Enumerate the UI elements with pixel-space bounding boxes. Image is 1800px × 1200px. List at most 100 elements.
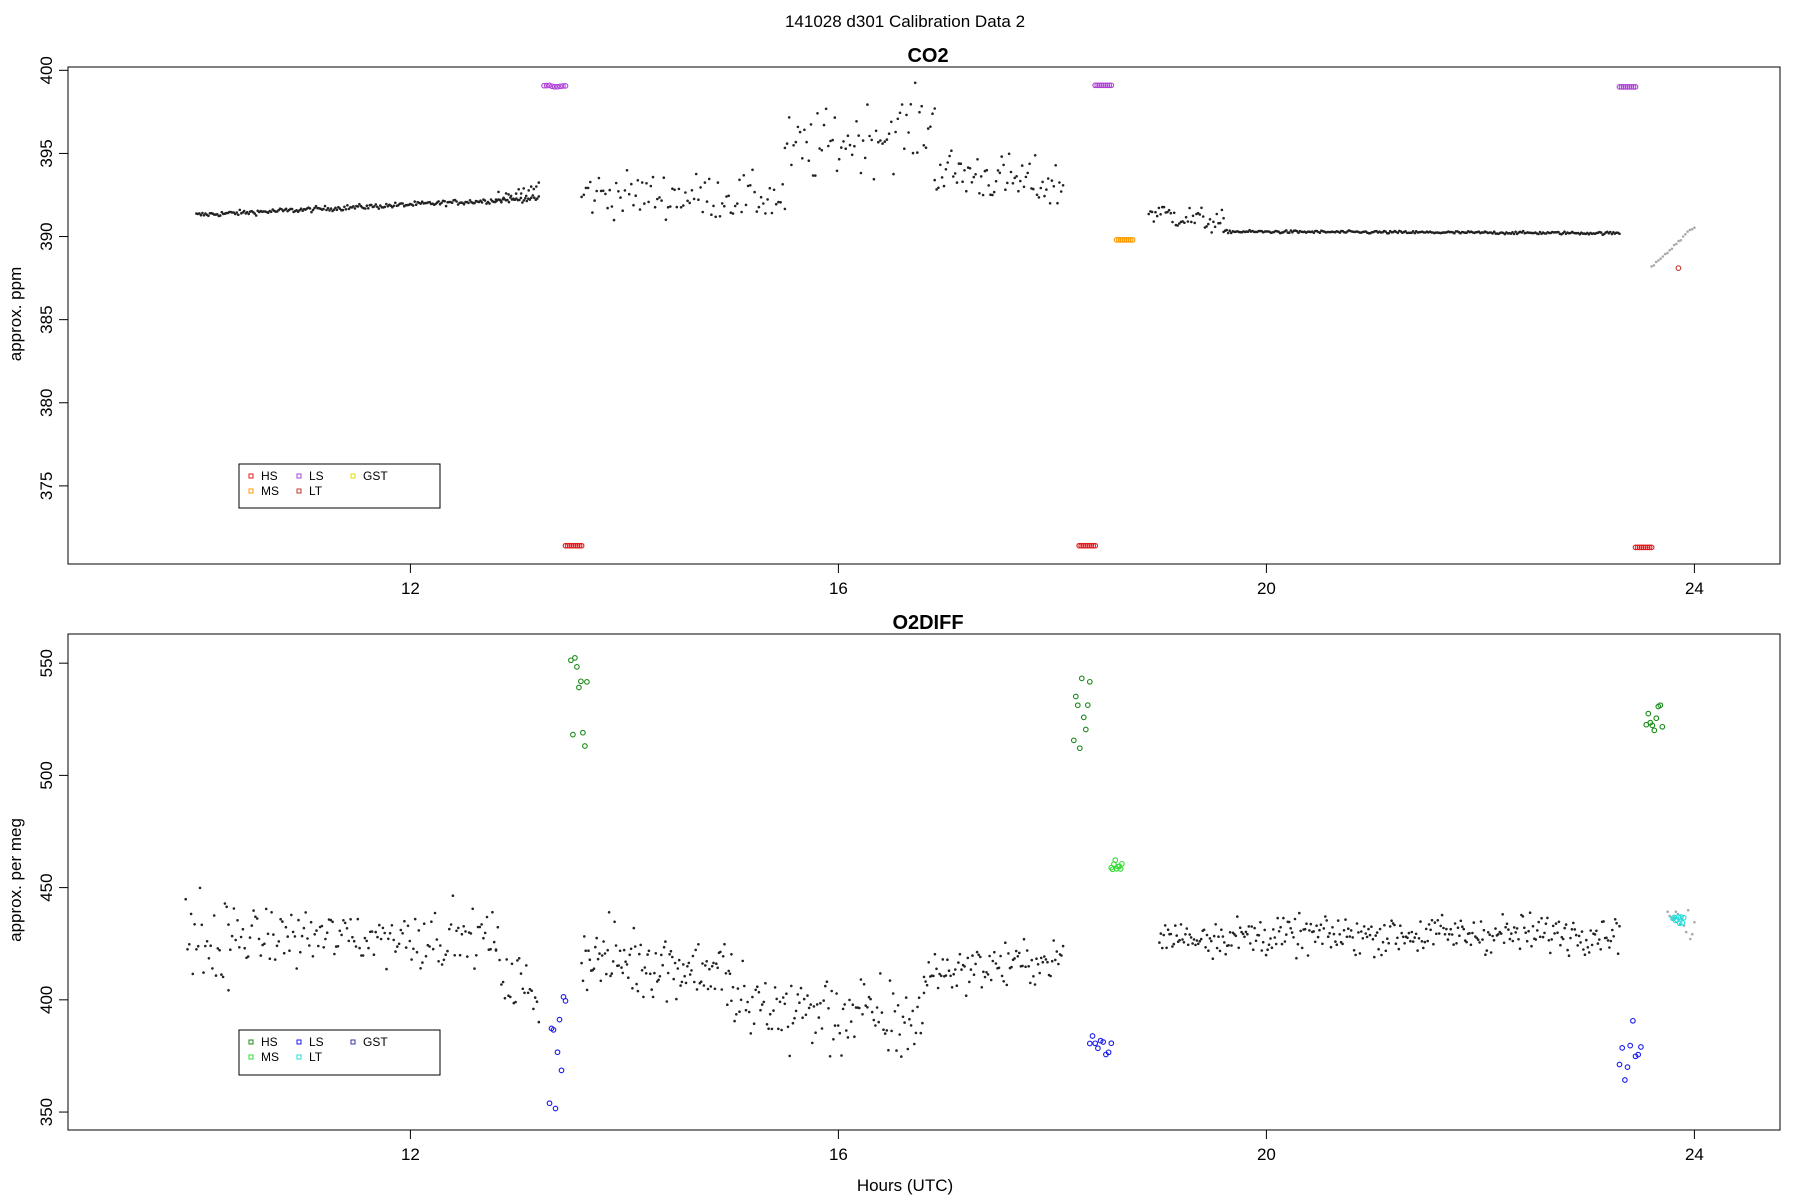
- o2diff-ambient-point: [1570, 928, 1574, 931]
- co2-ambient-point: [716, 181, 720, 184]
- o2diff-cal-point-hs: [582, 743, 588, 749]
- o2diff-ambient-point: [1161, 946, 1164, 950]
- co2-ambient-point: [1155, 214, 1159, 218]
- co2-ambient-point: [1599, 231, 1603, 234]
- co2-ambient-point: [358, 202, 361, 206]
- o2diff-ambient-point: [340, 933, 343, 937]
- co2-ambient-point: [532, 187, 536, 191]
- o2diff-ambient-point: [1022, 937, 1026, 941]
- o2diff-ambient-point: [1572, 921, 1575, 925]
- co2-ambient-point: [528, 198, 532, 201]
- o2diff-ambient-point: [1437, 932, 1441, 935]
- o2diff-ambient-point: [972, 973, 976, 976]
- co2-ambient-point: [479, 199, 482, 202]
- o2diff-ambient-point: [1244, 930, 1248, 934]
- o2diff-ambient-point: [1424, 927, 1428, 931]
- co2-ambient-point: [1159, 213, 1162, 216]
- o2diff-ambient-point: [653, 971, 656, 975]
- co2-ambient-point: [634, 194, 637, 197]
- co2-plot-frame: [67, 66, 1781, 565]
- co2-ambient-point: [640, 181, 644, 184]
- o2diff-cal-point-hs: [584, 679, 590, 685]
- co2-ambient-point: [1045, 188, 1048, 191]
- o2diff-ambient-point: [1585, 938, 1588, 942]
- co2-ambient-point: [535, 185, 538, 188]
- o2diff-ambient-point: [1507, 928, 1510, 931]
- o2diff-ambient-point: [1181, 938, 1184, 941]
- co2-ambient-point: [831, 138, 834, 142]
- o2diff-ambient-point: [1553, 932, 1556, 935]
- o2diff-ambient-point: [762, 1000, 766, 1004]
- o2diff-y-tick-label: 450: [37, 873, 56, 901]
- o2diff-ambient-point: [911, 1009, 914, 1013]
- co2-cal-point-ms: [1119, 237, 1126, 243]
- o2diff-ambient-point: [611, 960, 615, 963]
- co2-ambient-point: [720, 202, 724, 205]
- o2diff-ambient-point: [900, 1055, 903, 1058]
- o2diff-ambient-point: [200, 923, 204, 927]
- co2-ambient-point: [238, 208, 242, 212]
- co2-ambient-point: [1198, 213, 1202, 216]
- o2diff-ambient-point: [308, 944, 311, 947]
- o2diff-ambient-point: [385, 967, 388, 971]
- o2diff-ambient-point: [205, 940, 209, 943]
- co2-ambient-point: [705, 200, 709, 203]
- o2diff-ambient-point: [343, 921, 347, 925]
- o2diff-ambient-point: [1576, 944, 1579, 947]
- o2diff-ambient-point: [1486, 931, 1490, 934]
- co2-ambient-point: [929, 125, 932, 128]
- co2-ambient-point: [1563, 230, 1566, 233]
- co2-ambient-point: [842, 140, 845, 143]
- o2diff-ambient-point: [1458, 934, 1461, 937]
- co2-ambient-point: [462, 202, 466, 206]
- co2-ambient-point: [1677, 239, 1680, 243]
- o2diff-ambient-point: [1336, 919, 1340, 922]
- o2diff-ambient-point: [975, 950, 979, 954]
- o2diff-cal-point-ls: [1622, 1077, 1628, 1083]
- co2-ambient-point: [1688, 228, 1692, 232]
- o2diff-cal-point-lt: [1678, 914, 1684, 920]
- o2diff-ambient-point: [221, 975, 225, 979]
- co2-ambient-point: [356, 205, 360, 208]
- co2-ambient-point: [379, 204, 382, 207]
- o2diff-ambient-point: [1250, 925, 1253, 928]
- co2-ambient-point: [1666, 251, 1669, 255]
- o2diff-ambient-point: [417, 929, 421, 932]
- o2diff-ambient-point: [356, 917, 360, 921]
- o2diff-cal-point-hs: [1653, 715, 1660, 722]
- o2diff-ambient-point: [1593, 933, 1597, 936]
- o2diff-ambient-point: [1246, 932, 1249, 936]
- co2-cal-point-ls: [1620, 84, 1627, 90]
- o2diff-ambient-point: [1010, 965, 1013, 969]
- o2diff-ambient-point: [290, 913, 293, 917]
- o2diff-cal-point-ls: [558, 1067, 565, 1074]
- o2diff-ambient-point: [1544, 922, 1548, 925]
- co2-ambient-point: [855, 120, 858, 123]
- o2diff-cal-point-ls: [1095, 1045, 1101, 1052]
- co2-ambient-point: [450, 201, 454, 204]
- o2diff-ambient-point: [1525, 939, 1529, 943]
- co2-ambient-point: [1679, 239, 1683, 242]
- co2-x-tick-label: 24: [1685, 579, 1704, 598]
- o2diff-ambient-point: [448, 927, 451, 931]
- o2diff-ambient-point: [862, 982, 866, 986]
- o2diff-ambient-point: [1567, 954, 1571, 957]
- co2-ambient-point: [985, 168, 989, 172]
- co2-cal-point-hs: [574, 542, 581, 549]
- o2diff-ambient-point: [728, 972, 732, 975]
- co2-ambient-point: [870, 138, 873, 142]
- o2diff-ambient-point: [640, 969, 644, 972]
- co2-ambient-point: [352, 205, 355, 208]
- o2diff-ambient-point: [963, 965, 966, 968]
- co2-ambient-point: [653, 205, 657, 209]
- co2-ambient-point: [253, 212, 256, 215]
- o2diff-ambient-point: [815, 1003, 819, 1006]
- o2diff-ambient-point: [1531, 924, 1535, 928]
- o2diff-ambient-point: [617, 964, 620, 967]
- o2diff-ambient-point: [767, 1027, 770, 1030]
- o2diff-ambient-point: [1313, 940, 1317, 944]
- o2diff-ambient-point: [662, 945, 666, 949]
- o2diff-ambient-point: [807, 1006, 811, 1010]
- o2diff-ambient-point: [760, 1003, 764, 1006]
- co2-ambient-point: [1002, 163, 1005, 167]
